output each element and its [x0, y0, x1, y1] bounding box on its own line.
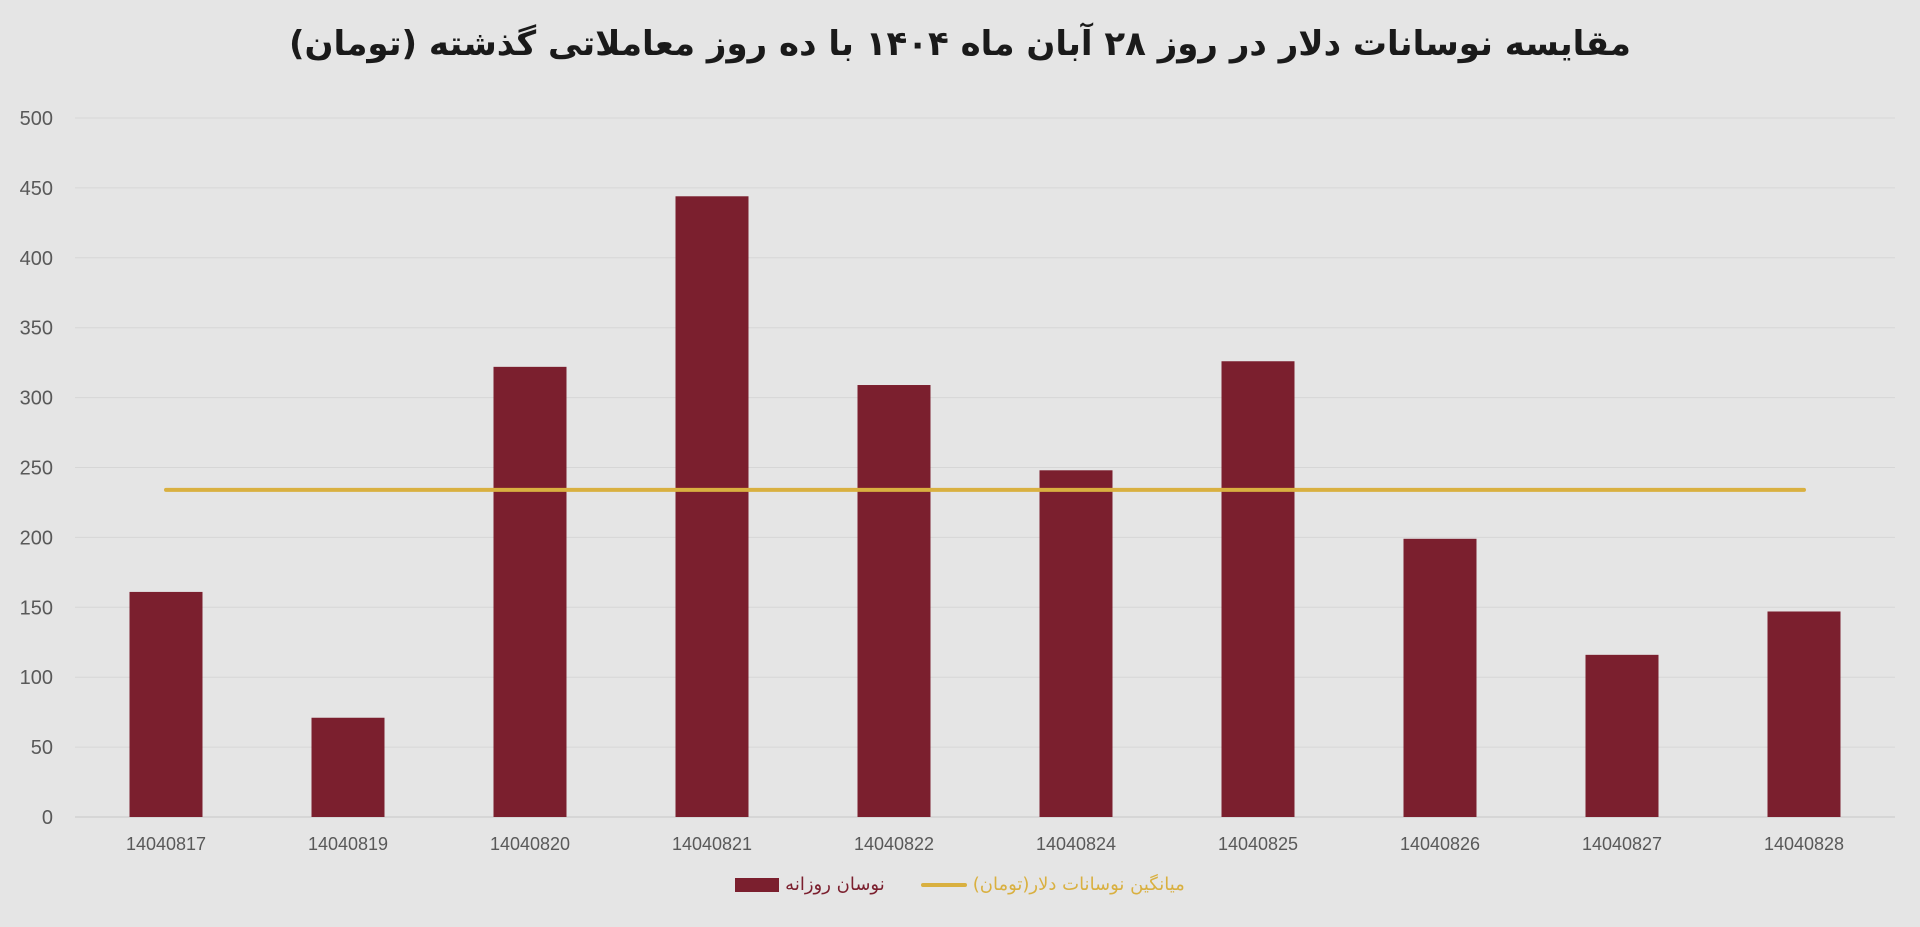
- legend: نوسان روزانه میانگین نوسانات دلار(تومان): [0, 874, 1920, 895]
- x-axis-ticks: 14040817 14040819 14040820 14040821 14040822…: [126, 834, 1844, 854]
- x-tick-label: 14040824: [1036, 834, 1116, 854]
- legend-label-average: میانگین نوسانات دلار(تومان): [972, 874, 1185, 895]
- x-tick-label: 14040825: [1218, 834, 1298, 854]
- bar: [493, 366, 567, 817]
- legend-item-daily-fluctuation: نوسان روزانه: [735, 874, 885, 895]
- y-tick-label: 150: [20, 597, 53, 619]
- y-tick-label: 250: [20, 458, 53, 480]
- bar: [857, 385, 931, 817]
- x-tick-label: 14040817: [126, 834, 206, 854]
- y-tick-label: 350: [20, 318, 53, 340]
- x-tick-label: 14040820: [490, 834, 570, 854]
- y-tick-label: 100: [20, 667, 53, 689]
- bar: [1403, 538, 1477, 817]
- x-tick-label: 14040827: [1582, 834, 1662, 854]
- x-tick-label: 14040822: [854, 834, 934, 854]
- legend-swatch-line: [920, 882, 967, 887]
- y-tick-label: 50: [31, 737, 53, 759]
- y-tick-label: 300: [20, 388, 53, 410]
- bars: [129, 196, 1841, 818]
- y-axis-ticks: 0 50 100 150 200 250 300 350 400 450 500: [20, 108, 53, 829]
- y-tick-label: 400: [20, 248, 53, 270]
- x-tick-label: 14040821: [672, 834, 752, 854]
- y-tick-label: 0: [42, 807, 53, 829]
- bar: [1585, 654, 1659, 817]
- chart-title: مقایسه نوسانات دلار در روز ۲۸ آبان ماه ۱…: [289, 24, 1631, 64]
- bar: [1221, 361, 1295, 817]
- y-tick-label: 200: [20, 527, 53, 549]
- gridlines: [75, 117, 1895, 818]
- x-tick-label: 14040828: [1764, 834, 1844, 854]
- bar: [675, 196, 749, 818]
- bar: [1039, 470, 1113, 817]
- legend-item-average: میانگین نوسانات دلار(تومان): [920, 874, 1185, 895]
- x-tick-label: 14040826: [1400, 834, 1480, 854]
- y-tick-label: 500: [20, 108, 53, 130]
- x-tick-label: 14040819: [308, 834, 388, 854]
- y-tick-label: 450: [20, 178, 53, 200]
- bar: [1767, 611, 1841, 817]
- legend-label-daily-fluctuation: نوسان روزانه: [785, 874, 885, 895]
- bar: [129, 591, 203, 817]
- bar: [311, 717, 385, 817]
- legend-swatch-bar: [735, 877, 780, 892]
